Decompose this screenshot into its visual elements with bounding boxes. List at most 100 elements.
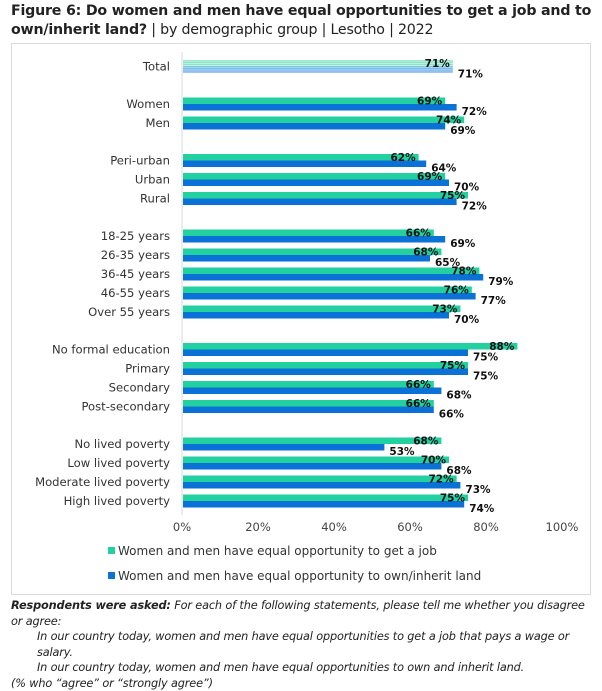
- value-label-land: 75%: [473, 371, 499, 383]
- legend-swatch-land: [108, 572, 115, 579]
- category-label: Secondary: [109, 381, 171, 395]
- bar-job: [183, 173, 445, 180]
- value-label-job: 78%: [451, 266, 477, 278]
- x-tick-label: 80%: [473, 520, 499, 534]
- value-label-job: 70%: [421, 455, 447, 467]
- bar-job: [183, 476, 457, 483]
- value-label-job: 75%: [440, 360, 466, 372]
- bar-land: [183, 482, 460, 489]
- value-label-land: 53%: [389, 446, 415, 458]
- bar-land: [183, 199, 457, 206]
- value-label-job: 66%: [406, 379, 432, 391]
- x-tick-label: 100%: [546, 520, 579, 534]
- value-label-land: 66%: [439, 409, 465, 421]
- bar-job: [183, 306, 460, 313]
- bar-job: [183, 60, 453, 67]
- value-label-job: 69%: [417, 96, 443, 108]
- value-label-job: 69%: [417, 171, 443, 183]
- category-label: Men: [146, 116, 170, 130]
- category-label: Post-secondary: [81, 400, 170, 414]
- bar-land: [183, 293, 476, 300]
- category-label: Women: [126, 97, 170, 111]
- x-tick-label: 0%: [173, 520, 191, 534]
- bar-job: [183, 192, 468, 199]
- bar-job: [183, 98, 445, 105]
- value-label-land: 77%: [481, 295, 507, 307]
- bar-land: [183, 388, 441, 395]
- category-label: 46-55 years: [101, 286, 170, 300]
- legend-label-job: Women and men have equal opportunity to …: [118, 544, 437, 558]
- value-label-job: 68%: [413, 436, 439, 448]
- bar-land: [183, 501, 464, 508]
- category-label: No lived poverty: [74, 437, 170, 451]
- bar-land: [183, 104, 457, 111]
- category-label: 36-45 years: [101, 267, 170, 281]
- category-label: 26-35 years: [101, 248, 170, 262]
- category-label: High lived poverty: [64, 494, 171, 508]
- bar-job: [183, 495, 468, 502]
- value-label-land: 69%: [450, 238, 476, 250]
- bar-land: [183, 444, 384, 451]
- bar-job: [183, 381, 434, 388]
- value-label-job: 75%: [440, 493, 466, 505]
- bar-job: [183, 287, 472, 294]
- bar-land: [183, 274, 483, 281]
- notes-footnote: (% who “agree” or “strongly agree”): [11, 676, 596, 691]
- bar-job: [183, 438, 441, 445]
- value-label-land: 72%: [462, 201, 488, 213]
- bar-land: [183, 312, 449, 319]
- bar-job: [183, 117, 464, 124]
- value-label-land: 71%: [458, 69, 484, 81]
- notes-statement-1: In our country today, women and men have…: [11, 629, 596, 660]
- bar-land: [183, 463, 441, 470]
- notes-lead: Respondents were asked:: [11, 599, 171, 612]
- legend-swatch-job: [108, 547, 115, 554]
- bar-land: [183, 255, 430, 262]
- notes-statement-2: In our country today, women and men have…: [11, 660, 596, 676]
- bar-job: [183, 154, 419, 161]
- bar-job: [183, 268, 479, 275]
- category-label: Over 55 years: [88, 305, 170, 319]
- bar-job: [183, 457, 449, 464]
- bar-land: [183, 123, 445, 130]
- category-label: Primary: [125, 362, 170, 376]
- legend-label-land: Women and men have equal opportunity to …: [118, 569, 481, 583]
- category-label: Peri-urban: [110, 154, 170, 168]
- value-label-job: 76%: [444, 285, 470, 297]
- value-label-land: 73%: [465, 484, 491, 496]
- bar-land: [183, 350, 468, 357]
- bar-job: [183, 343, 517, 350]
- value-label-job: 66%: [406, 228, 432, 240]
- bar-job: [183, 362, 468, 369]
- value-label-job: 72%: [428, 474, 454, 486]
- bar-land: [183, 180, 449, 187]
- category-label: 18-25 years: [101, 229, 170, 243]
- value-label-land: 72%: [462, 106, 488, 118]
- value-label-job: 66%: [406, 398, 432, 410]
- value-label-land: 68%: [446, 390, 472, 402]
- bar-job: [183, 230, 434, 237]
- bar-job: [183, 249, 441, 256]
- bar-land: [183, 407, 434, 414]
- category-label: Rural: [140, 192, 170, 206]
- bar-land: [183, 67, 453, 74]
- x-tick-label: 20%: [245, 520, 271, 534]
- x-tick-label: 60%: [397, 520, 423, 534]
- value-label-land: 69%: [450, 125, 476, 137]
- category-label: Moderate lived poverty: [35, 475, 170, 489]
- category-label: No formal education: [52, 343, 170, 357]
- value-label-land: 79%: [488, 276, 514, 288]
- value-label-land: 70%: [454, 314, 480, 326]
- category-label: Total: [142, 60, 170, 74]
- x-tick-label: 40%: [321, 520, 347, 534]
- value-label-land: 75%: [473, 352, 499, 364]
- value-label-job: 71%: [425, 58, 451, 70]
- value-label-job: 62%: [390, 152, 416, 164]
- category-label: Low lived poverty: [67, 456, 170, 470]
- bar-land: [183, 369, 468, 376]
- survey-notes: Respondents were asked: For each of the …: [11, 598, 596, 691]
- bar-job: [183, 400, 434, 407]
- category-label: Urban: [135, 173, 170, 187]
- notes-question: Respondents were asked: For each of the …: [11, 598, 596, 629]
